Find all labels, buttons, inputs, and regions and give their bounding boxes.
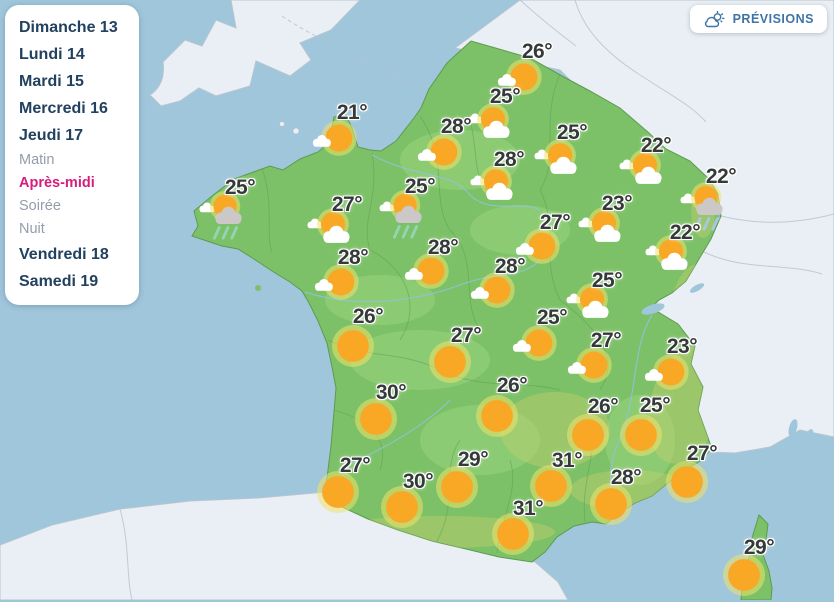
sidebar-item-matin[interactable]: Matin <box>19 149 139 172</box>
temperature-label: 27° <box>451 324 481 348</box>
temperature-label: 27° <box>332 193 362 217</box>
temperature-label: 28° <box>428 236 458 260</box>
temperature-label: 31° <box>552 449 582 473</box>
temperature-label: 28° <box>494 148 524 172</box>
temperature-label: 27° <box>540 211 570 235</box>
temperature-label: 26° <box>497 374 527 398</box>
previsions-button[interactable]: PRÉVISIONS <box>690 5 827 33</box>
temperature-label: 25° <box>490 85 520 109</box>
temperature-label: 26° <box>522 40 552 64</box>
temperature-label: 28° <box>611 466 641 490</box>
island <box>293 128 299 134</box>
temperature-label: 28° <box>495 255 525 279</box>
sidebar-item-vendredi-18[interactable]: Vendredi 18 <box>19 241 139 268</box>
temperature-label: 27° <box>340 454 370 478</box>
temperature-label: 25° <box>640 394 670 418</box>
temperature-label: 25° <box>557 121 587 145</box>
temperature-label: 22° <box>706 165 736 189</box>
temperature-label: 22° <box>641 134 671 158</box>
previsions-label: PRÉVISIONS <box>733 12 814 26</box>
sidebar-item-mercredi-16[interactable]: Mercredi 16 <box>19 95 139 122</box>
temperature-label: 26° <box>353 305 383 329</box>
temperature-label: 27° <box>687 442 717 466</box>
temperature-label: 31° <box>513 497 543 521</box>
sidebar-item-nuit[interactable]: Nuit <box>19 218 139 241</box>
sidebar-item-dimanche-13[interactable]: Dimanche 13 <box>19 14 139 41</box>
temperature-label: 25° <box>537 306 567 330</box>
temperature-label: 27° <box>591 329 621 353</box>
sidebar-item-soire-e[interactable]: Soirée <box>19 195 139 218</box>
temperature-label: 29° <box>744 536 774 560</box>
temperature-label: 25° <box>405 175 435 199</box>
temperature-label: 21° <box>337 101 367 125</box>
temperature-label: 29° <box>458 448 488 472</box>
sidebar-item-samedi-19[interactable]: Samedi 19 <box>19 268 139 295</box>
temperature-label: 30° <box>403 470 433 494</box>
temperature-label: 23° <box>602 192 632 216</box>
temperature-label: 25° <box>592 269 622 293</box>
temperature-label: 30° <box>376 381 406 405</box>
sidebar-item-mardi-15[interactable]: Mardi 15 <box>19 68 139 95</box>
temperature-label: 28° <box>441 115 471 139</box>
sidebar-item-lundi-14[interactable]: Lundi 14 <box>19 41 139 68</box>
temperature-label: 22° <box>670 221 700 245</box>
island <box>280 122 285 127</box>
sidebar-item-jeudi-17[interactable]: Jeudi 17 <box>19 122 139 149</box>
island <box>255 285 261 291</box>
temperature-label: 23° <box>667 335 697 359</box>
cloud-sun-icon <box>703 11 725 28</box>
sidebar-item-apre-s-midi[interactable]: Après-midi <box>19 172 139 195</box>
temperature-label: 28° <box>338 246 368 270</box>
temperature-label: 25° <box>225 176 255 200</box>
